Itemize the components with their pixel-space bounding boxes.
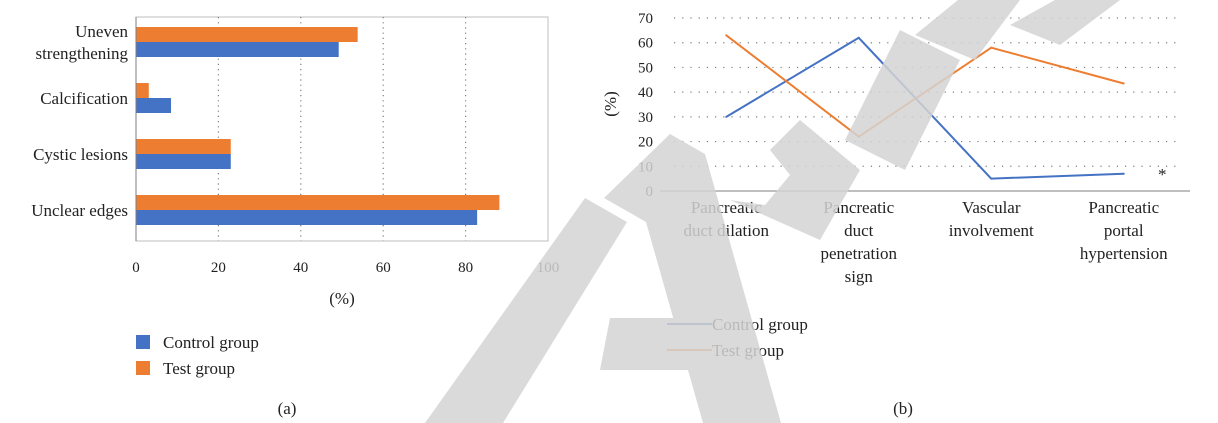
- point-test-group-3: [1122, 82, 1125, 85]
- panel-b-asterisk-annotation: *: [1158, 165, 1167, 184]
- bar-control-group-uneven-strengthening: [136, 42, 339, 57]
- panel-a-label: (a): [278, 399, 297, 418]
- panel-a-category-uneven-strengthening: Uneven strengthening: [35, 22, 128, 63]
- panel-a-x-axis-label: (%): [329, 289, 354, 308]
- panel-a-category-calcification: Calcification: [40, 89, 128, 108]
- panel-b-category-pancreatic-portal-hypertension: Pancreatic portal hypertension: [1080, 198, 1168, 263]
- point-test-group-2: [990, 46, 993, 49]
- bar-control-group-cystic-lesions: [136, 154, 231, 169]
- panel-b-y-tick-40: 40: [638, 85, 653, 101]
- point-test-group-0: [725, 34, 728, 37]
- panel-b-y-axis-label: (%): [601, 91, 620, 116]
- panel-a-x-tick-60: 60: [376, 260, 391, 276]
- bar-control-group-unclear-edges: [136, 210, 478, 225]
- bar-test-group-unclear-edges: [136, 195, 500, 210]
- point-control-group-0: [725, 115, 728, 118]
- watermark: [425, 0, 1120, 423]
- panel-a-category-unclear-edges: Unclear edges: [31, 201, 128, 220]
- panel-a-category-labels: Uneven strengthening Calcification Cystic l…: [31, 22, 128, 220]
- panel-a-category-cystic-lesions: Cystic lesions: [33, 145, 128, 164]
- panel-a-x-tick-0: 0: [132, 260, 140, 276]
- bar-control-group-calcification: [136, 98, 172, 113]
- panel-a-x-tick-40: 40: [293, 260, 308, 276]
- bar-test-group-calcification: [136, 83, 149, 98]
- point-control-group-3: [1122, 172, 1125, 175]
- panel-a-x-tick-80: 80: [458, 260, 473, 276]
- panel-a-legend: Control group Test group: [136, 333, 259, 378]
- panel-b-y-tick-70: 70: [638, 11, 653, 27]
- legend-label-test: Test group: [163, 359, 235, 378]
- legend-label-control: Control group: [163, 333, 259, 352]
- panel-a-bars: [136, 27, 500, 225]
- legend-swatch-control: [136, 335, 150, 349]
- point-control-group-1: [857, 36, 860, 39]
- panel-a-bar-chart: 020406080100 UnevenstrengtheningCalcific…: [31, 16, 559, 418]
- legend-swatch-test: [136, 361, 150, 375]
- panel-b-y-tick-60: 60: [638, 36, 653, 52]
- panel-a-x-tick-labels: 020406080100: [132, 260, 559, 276]
- panel-b-y-tick-50: 50: [638, 60, 653, 76]
- legend-item-test-group[interactable]: Test group: [136, 359, 235, 378]
- panel-a-x-tick-20: 20: [211, 260, 226, 276]
- panel-b-y-tick-30: 30: [638, 110, 653, 126]
- panel-b-y-tick-20: 20: [638, 135, 653, 151]
- legend-item-control-group[interactable]: Control group: [136, 333, 259, 352]
- panel-b-category-vascular-involvement: Vascular involvement: [949, 198, 1034, 240]
- panel-b-label: (b): [893, 399, 913, 418]
- point-control-group-2: [990, 177, 993, 180]
- bar-test-group-cystic-lesions: [136, 139, 231, 154]
- bar-test-group-uneven-strengthening: [136, 27, 358, 42]
